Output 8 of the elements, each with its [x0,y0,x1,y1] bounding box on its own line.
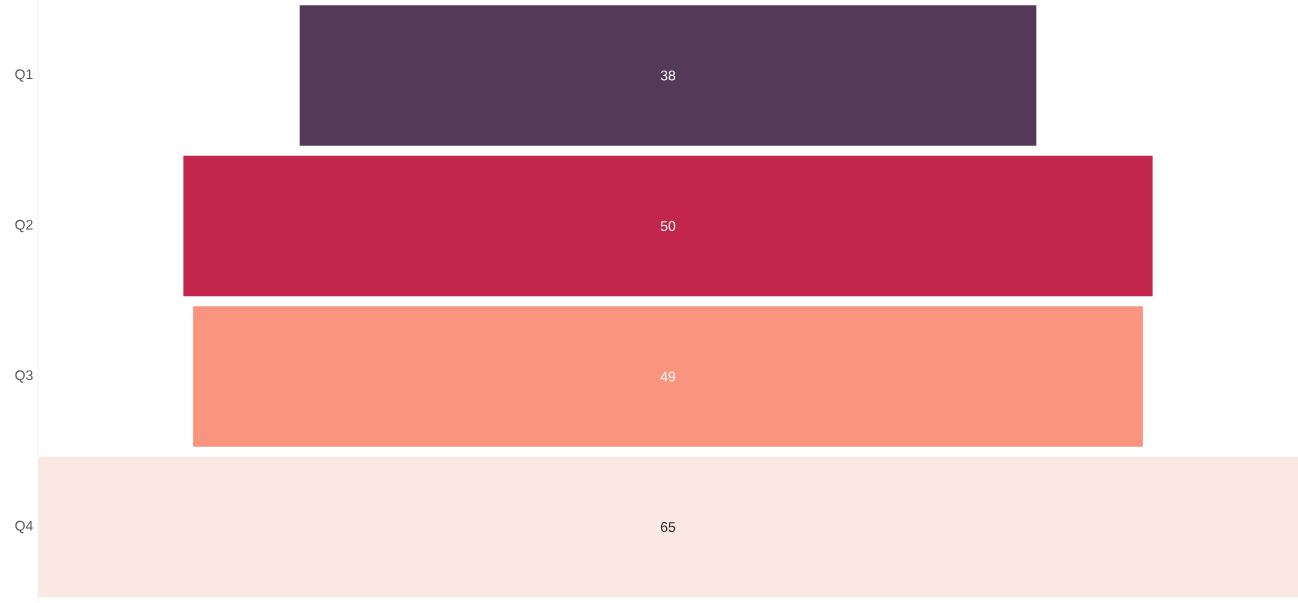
data-label: 38 [660,70,676,81]
data-label: 50 [660,221,676,232]
category-label: Q2 [15,220,33,233]
category-label: Q1 [15,69,33,82]
category-label: Q3 [15,370,33,383]
category-label: Q4 [15,521,33,534]
data-label: 49 [660,371,676,382]
data-label: 65 [660,522,676,533]
